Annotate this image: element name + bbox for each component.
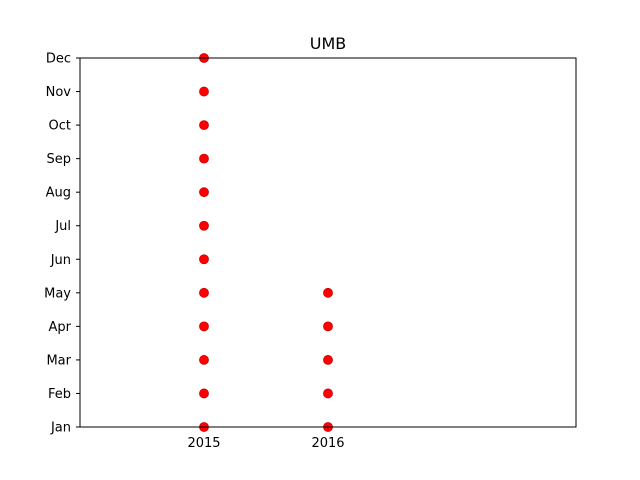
y-tick-label: Jul [54, 219, 71, 234]
y-tick-label: Nov [46, 85, 72, 100]
data-point [199, 355, 209, 365]
data-point [323, 321, 333, 332]
data-point [199, 120, 209, 130]
data-point [199, 187, 209, 198]
y-tick-label: Feb [48, 387, 71, 402]
y-tick-label: Apr [49, 320, 72, 335]
x-axis: 2015 2016 [187, 427, 345, 451]
y-tick-label: Jun [50, 253, 71, 268]
y-tick-label: Dec [46, 52, 71, 67]
scatter-points [199, 53, 333, 432]
x-tick-label: 2016 [311, 436, 344, 451]
y-tick-label: Mar [46, 353, 71, 368]
data-point [199, 220, 209, 231]
data-point [199, 254, 209, 265]
y-tick-label: Jan [50, 421, 71, 436]
x-tick-label: 2015 [187, 436, 220, 451]
plot-frame [79, 57, 577, 428]
y-tick-label: Aug [46, 186, 71, 201]
chart-title: UMB [310, 34, 347, 53]
y-axis: Jan Feb Mar Apr May Jun Jul Aug Sep Oct Nov Dec [44, 52, 80, 436]
data-point [199, 153, 209, 164]
data-point [199, 321, 209, 332]
data-point [199, 86, 209, 97]
data-point [323, 388, 333, 399]
y-tick-label: May [44, 286, 71, 301]
y-tick-label: Sep [46, 152, 71, 167]
data-point [199, 287, 209, 298]
data-point [323, 287, 333, 298]
data-point [199, 388, 209, 399]
data-point [323, 355, 333, 365]
y-tick-label: Oct [49, 119, 71, 134]
